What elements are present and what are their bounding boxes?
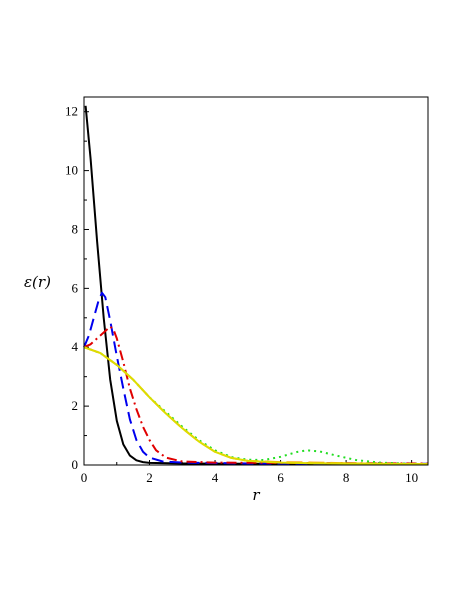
y-tick-label: 10 — [65, 163, 78, 178]
y-tick-label: 12 — [65, 104, 78, 119]
x-axis-label: r — [252, 486, 260, 504]
x-tick-label: 10 — [405, 470, 418, 485]
series-line-2 — [83, 291, 429, 465]
series-line-4 — [83, 346, 429, 466]
series-layer — [83, 105, 429, 466]
y-tick-label: 8 — [72, 221, 79, 236]
tick-layer: 0 2 4 6 8 10 12 0 2 4 6 8 10 — [65, 104, 418, 485]
series-line-6 — [83, 346, 429, 466]
x-tick-label: 4 — [212, 470, 219, 485]
plot-frame — [83, 96, 429, 466]
series-line-3 — [83, 325, 429, 465]
x-tick-label: 2 — [146, 470, 153, 485]
y-axis-label: ε(r) — [24, 273, 51, 291]
x-tick-label: 6 — [277, 470, 284, 485]
x-tick-label: 0 — [81, 470, 88, 485]
y-tick-label: 4 — [72, 339, 79, 354]
y-tick-label: 0 — [72, 457, 79, 472]
y-tick-label: 2 — [72, 398, 79, 413]
y-tick-label: 6 — [72, 280, 79, 295]
x-tick-label: 8 — [343, 470, 350, 485]
series-line-5 — [83, 346, 429, 466]
